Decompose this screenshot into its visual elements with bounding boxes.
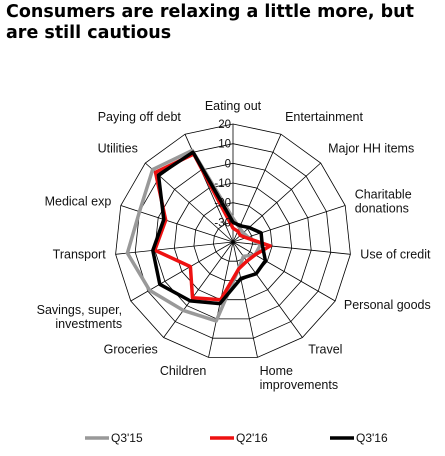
category-label: Travel — [308, 343, 342, 357]
tick-label: -10 — [214, 178, 231, 190]
radar-series — [125, 148, 272, 323]
category-label: Entertainment — [285, 110, 363, 124]
category-label: Eating out — [205, 99, 262, 113]
legend-item: Q3'16 — [330, 431, 388, 445]
tick-label: -20 — [214, 198, 231, 210]
category-labels: Eating out Entertainment Major HH items Cha… — [37, 99, 431, 392]
category-label: Personal goods — [344, 298, 431, 312]
legend-item: Q2'16 — [210, 431, 268, 445]
grid-spoke — [232, 205, 346, 243]
category-label: Transport — [53, 247, 107, 261]
legend-item: Q3'15 — [85, 431, 143, 445]
chart-title: Consumers are relaxing a little more, bu… — [6, 2, 414, 43]
tick-label: 0 — [225, 158, 231, 170]
grid-spoke — [163, 241, 234, 338]
radar-grid — [115, 123, 351, 358]
grid-spoke — [232, 241, 351, 255]
radial-axis-ticks: 20 10 0 -10 -20 -30 — [214, 119, 231, 229]
category-label: Charitable donations — [355, 187, 412, 215]
legend: Q3'15 Q2'16 Q3'16 — [85, 431, 388, 445]
grid-spoke — [232, 241, 258, 358]
category-label: Major HH items — [328, 141, 414, 155]
category-label: Use of credit — [360, 247, 431, 261]
grid-ring — [134, 143, 332, 339]
legend-label: Q3'15 — [111, 431, 143, 445]
tick-label: -30 — [214, 217, 231, 229]
legend-label: Q3'16 — [356, 431, 388, 445]
grid-ring — [212, 221, 254, 262]
category-label: Utilities — [98, 141, 138, 155]
category-label: Savings, super, investments — [37, 303, 122, 331]
grid-ring — [173, 182, 293, 301]
grid-spoke — [130, 241, 234, 302]
grid-ring — [154, 162, 312, 320]
series-line — [153, 152, 272, 302]
category-label: Medical exp — [45, 194, 112, 208]
legend-label: Q2'16 — [236, 431, 268, 445]
grid-spoke — [115, 241, 234, 255]
grid-ring — [115, 123, 351, 358]
category-label: Paying off debt — [98, 110, 182, 124]
category-label: Children — [160, 364, 207, 378]
grid-spoke — [232, 134, 282, 243]
category-label: Home improvements — [260, 364, 339, 392]
grid-spoke — [232, 162, 321, 243]
tick-label: 20 — [218, 119, 231, 131]
grid-spoke — [232, 241, 336, 302]
tick-label: 10 — [218, 139, 231, 151]
series-line — [151, 150, 268, 306]
category-label: Groceries — [104, 343, 158, 357]
